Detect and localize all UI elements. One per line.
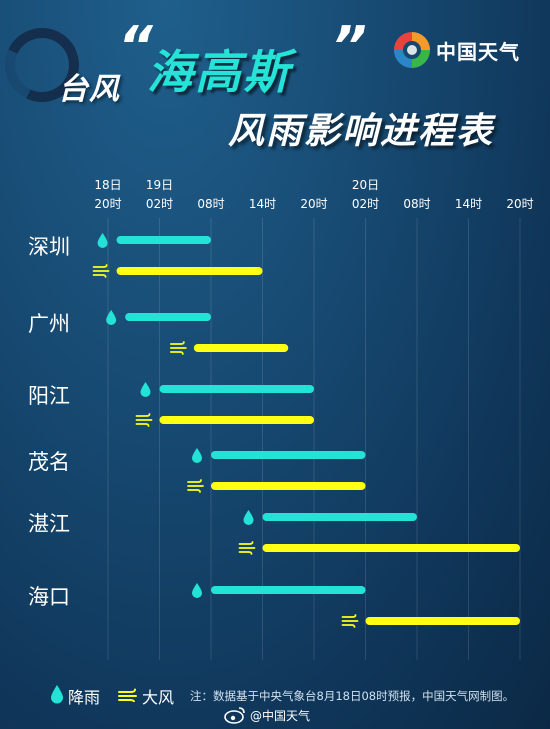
date-label: 20日 xyxy=(352,178,379,192)
date-label: 19日 xyxy=(146,178,173,192)
rain-icon xyxy=(243,510,254,525)
city-label: 茂名 xyxy=(28,450,70,474)
gantt-chart: 20时 02时 08时 14时 20时 02时 08时 14时 20时 18日 19日 20日深圳广州… xyxy=(28,178,533,628)
wind-bar xyxy=(262,544,520,552)
wind-icon xyxy=(187,479,204,493)
time-tick-label: 14时 xyxy=(249,197,276,211)
date-label: 18日 xyxy=(94,178,121,192)
weibo-text: @中国天气 xyxy=(250,708,311,723)
time-tick-label: 20时 xyxy=(300,197,327,211)
wind-bar xyxy=(116,267,263,275)
wind-icon xyxy=(238,541,256,555)
time-tick-label: 20时 xyxy=(506,197,533,211)
legend-rain-label: 降雨 xyxy=(68,688,101,707)
city-label: 海口 xyxy=(28,585,70,609)
weibo-icon xyxy=(224,707,245,724)
wind-icon xyxy=(169,341,187,355)
wind-bar xyxy=(211,482,366,490)
time-tick-label: 08时 xyxy=(403,197,430,211)
weibo-handle: @中国天气 xyxy=(224,706,310,724)
city-label: 广州 xyxy=(28,312,70,336)
wind-icon xyxy=(92,264,110,278)
footer-note: 注：数据基于中央气象台8月18日08时预报，中国天气网制图。 xyxy=(190,689,515,703)
time-tick-label: 02时 xyxy=(146,197,173,211)
time-tick-label: 14时 xyxy=(455,197,482,211)
rain-icon xyxy=(97,233,108,249)
rain-icon xyxy=(106,310,117,325)
wind-bar xyxy=(159,416,314,424)
rain-icon xyxy=(140,382,151,397)
brand-name: 中国天气 xyxy=(436,39,520,64)
page-title: 风雨影响进程表 xyxy=(228,111,495,152)
city-label: 阳江 xyxy=(28,384,70,408)
city-label: 湛江 xyxy=(28,512,70,536)
china-weather-logo-icon xyxy=(394,32,430,68)
typhoon-name: 海高斯 xyxy=(147,45,291,99)
time-tick-label: 02时 xyxy=(352,197,379,211)
rain-icon xyxy=(192,448,202,463)
title-prefix: 台风 xyxy=(58,72,120,107)
brand: 中国天气 xyxy=(392,30,520,70)
rain-bar xyxy=(211,586,366,594)
title-quote-close: ” xyxy=(332,15,367,78)
rain-bar xyxy=(262,513,417,521)
rain-bar xyxy=(211,451,366,459)
title-area: 台风 “ 海高斯 ” 风雨影响进程表 xyxy=(0,0,550,160)
city-label: 深圳 xyxy=(28,235,70,259)
legend-wind-icon xyxy=(118,688,137,702)
legend-wind-label: 大风 xyxy=(142,688,175,707)
wind-icon xyxy=(341,614,359,628)
rain-bar xyxy=(116,236,211,244)
time-tick-label: 20时 xyxy=(94,197,121,211)
wind-bar xyxy=(193,344,289,352)
title-quote-open: “ xyxy=(118,15,153,78)
rain-icon xyxy=(192,583,202,598)
legend-raindrop-icon xyxy=(51,685,63,704)
time-tick-label: 08时 xyxy=(197,197,224,211)
rain-bar xyxy=(125,313,211,321)
wind-bar xyxy=(365,617,520,625)
rain-bar xyxy=(159,385,314,393)
wind-icon xyxy=(135,413,153,427)
